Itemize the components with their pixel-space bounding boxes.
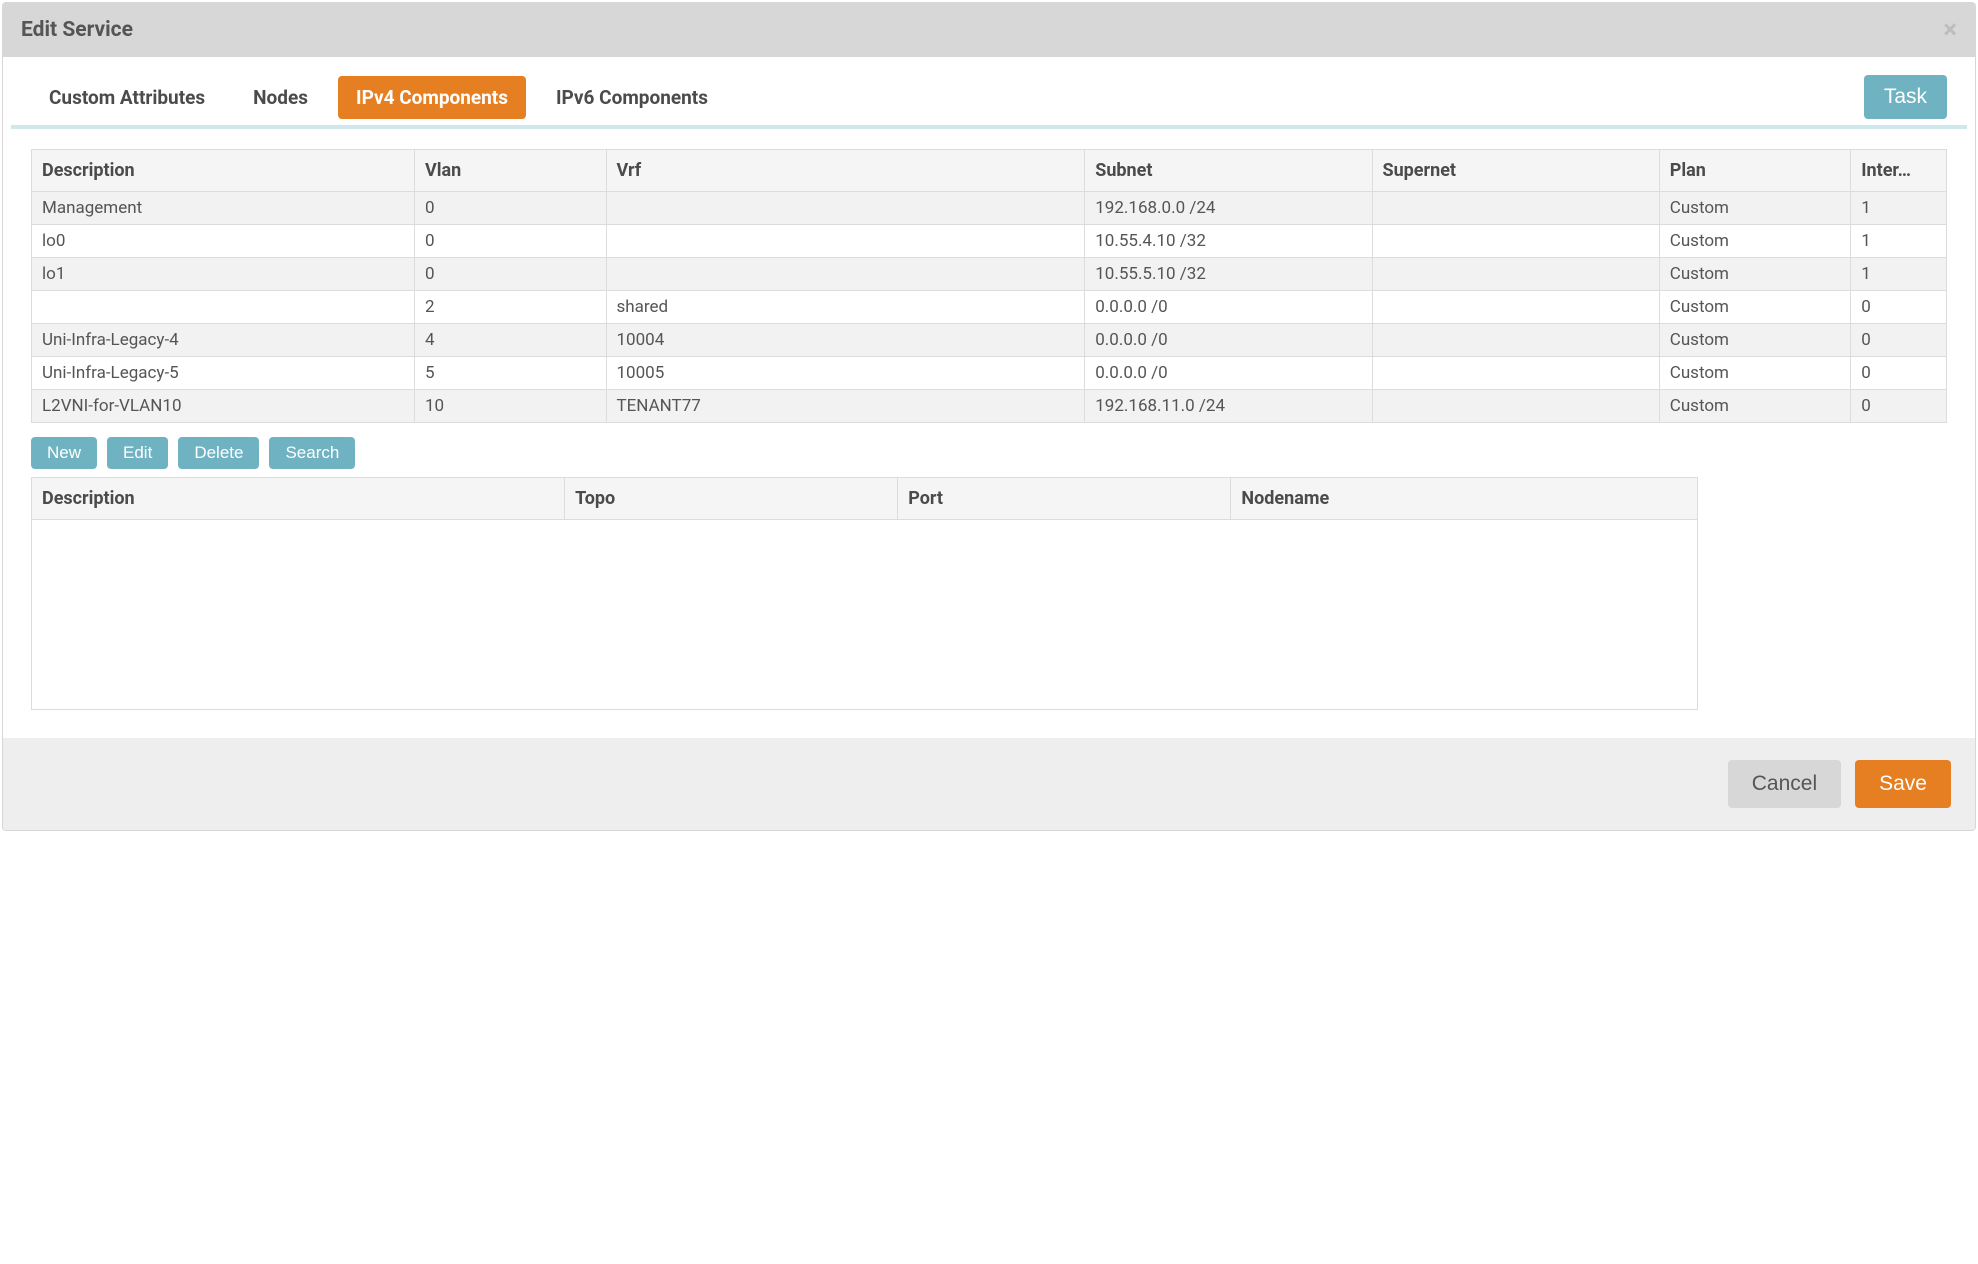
cell-vrf: shared (606, 291, 1085, 324)
task-button[interactable]: Task (1864, 75, 1947, 119)
content-area: Description Vlan Vrf Subnet Supernet Pla… (3, 129, 1975, 738)
cell-subnet: 192.168.11.0 /24 (1085, 390, 1372, 423)
cell-supernet (1372, 258, 1659, 291)
cell-subnet: 192.168.0.0 /24 (1085, 192, 1372, 225)
cell-plan: Custom (1659, 390, 1851, 423)
col-plan[interactable]: Plan (1659, 150, 1851, 192)
cell-plan: Custom (1659, 324, 1851, 357)
cell-vlan: 10 (415, 390, 607, 423)
cell-supernet (1372, 324, 1659, 357)
dcol-nodename[interactable]: Nodename (1231, 478, 1697, 520)
cell-supernet (1372, 357, 1659, 390)
cell-vlan: 0 (415, 258, 607, 291)
cell-supernet (1372, 291, 1659, 324)
cell-plan: Custom (1659, 192, 1851, 225)
tab-ipv4-components[interactable]: IPv4 Components (338, 76, 526, 119)
table-row[interactable]: Uni-Infra-Legacy-55100050.0.0.0 /0 Custom… (32, 357, 1947, 390)
cell-inter: 1 (1851, 225, 1947, 258)
cell-vlan: 4 (415, 324, 607, 357)
new-button[interactable]: New (31, 437, 97, 469)
row-actions: New Edit Delete Search (31, 437, 1947, 469)
cell-vrf: 10005 (606, 357, 1085, 390)
cell-description: Uni-Infra-Legacy-4 (32, 324, 415, 357)
cell-inter: 0 (1851, 291, 1947, 324)
components-table: Description Vlan Vrf Subnet Supernet Pla… (31, 149, 1947, 423)
table-row[interactable]: lo10 10.55.5.10 /32 Custom1 (32, 258, 1947, 291)
cell-subnet: 0.0.0.0 /0 (1085, 324, 1372, 357)
cell-vrf: TENANT77 (606, 390, 1085, 423)
edit-button[interactable]: Edit (107, 437, 168, 469)
edit-service-modal: Edit Service × Custom Attributes Nodes I… (2, 2, 1976, 831)
cell-vrf (606, 258, 1085, 291)
cell-description: lo1 (32, 258, 415, 291)
col-vlan[interactable]: Vlan (415, 150, 607, 192)
table-row[interactable]: lo00 10.55.4.10 /32 Custom1 (32, 225, 1947, 258)
cell-vlan: 5 (415, 357, 607, 390)
cell-supernet (1372, 192, 1659, 225)
detail-header-row: Description Topo Port Nodename (32, 478, 1698, 520)
cell-supernet (1372, 390, 1659, 423)
modal-footer: Cancel Save (3, 738, 1975, 830)
tabs: Custom Attributes Nodes IPv4 Components … (31, 76, 726, 119)
dcol-description[interactable]: Description (32, 478, 565, 520)
cell-description: lo0 (32, 225, 415, 258)
tab-ipv6-components[interactable]: IPv6 Components (538, 76, 726, 119)
cell-subnet: 10.55.4.10 /32 (1085, 225, 1372, 258)
delete-button[interactable]: Delete (178, 437, 259, 469)
cell-vrf: 10004 (606, 324, 1085, 357)
cell-inter: 1 (1851, 258, 1947, 291)
modal-body: Custom Attributes Nodes IPv4 Components … (3, 57, 1975, 738)
close-icon[interactable]: × (1943, 17, 1957, 43)
tabs-row: Custom Attributes Nodes IPv4 Components … (3, 57, 1975, 125)
tab-custom-attributes[interactable]: Custom Attributes (31, 76, 223, 119)
cell-description: L2VNI-for-VLAN10 (32, 390, 415, 423)
cell-vlan: 0 (415, 192, 607, 225)
table-row[interactable]: Management0 192.168.0.0 /24 Custom1 (32, 192, 1947, 225)
table-row[interactable]: Uni-Infra-Legacy-44100040.0.0.0 /0 Custom… (32, 324, 1947, 357)
cell-vlan: 0 (415, 225, 607, 258)
dcol-topo[interactable]: Topo (565, 478, 898, 520)
cancel-button[interactable]: Cancel (1728, 760, 1841, 808)
cell-supernet (1372, 225, 1659, 258)
tab-nodes[interactable]: Nodes (235, 76, 326, 119)
cell-plan: Custom (1659, 225, 1851, 258)
cell-plan: Custom (1659, 291, 1851, 324)
cell-plan: Custom (1659, 357, 1851, 390)
save-button[interactable]: Save (1855, 760, 1951, 808)
search-button[interactable]: Search (269, 437, 355, 469)
col-supernet[interactable]: Supernet (1372, 150, 1659, 192)
cell-subnet: 10.55.5.10 /32 (1085, 258, 1372, 291)
table-row[interactable]: L2VNI-for-VLAN1010TENANT77192.168.11.0 /… (32, 390, 1947, 423)
cell-inter: 1 (1851, 192, 1947, 225)
modal-title: Edit Service (21, 18, 133, 42)
cell-description: Management (32, 192, 415, 225)
col-inter[interactable]: Inter… (1851, 150, 1947, 192)
col-description[interactable]: Description (32, 150, 415, 192)
cell-description (32, 291, 415, 324)
cell-inter: 0 (1851, 324, 1947, 357)
table-row[interactable]: 2shared0.0.0.0 /0 Custom0 (32, 291, 1947, 324)
modal-header: Edit Service × (3, 3, 1975, 57)
dcol-port[interactable]: Port (898, 478, 1231, 520)
cell-inter: 0 (1851, 390, 1947, 423)
col-vrf[interactable]: Vrf (606, 150, 1085, 192)
cell-plan: Custom (1659, 258, 1851, 291)
cell-description: Uni-Infra-Legacy-5 (32, 357, 415, 390)
detail-table: Description Topo Port Nodename (31, 477, 1698, 520)
cell-vrf (606, 192, 1085, 225)
col-subnet[interactable]: Subnet (1085, 150, 1372, 192)
detail-table-body (31, 520, 1698, 710)
table-header-row: Description Vlan Vrf Subnet Supernet Pla… (32, 150, 1947, 192)
cell-vlan: 2 (415, 291, 607, 324)
cell-vrf (606, 225, 1085, 258)
cell-inter: 0 (1851, 357, 1947, 390)
cell-subnet: 0.0.0.0 /0 (1085, 357, 1372, 390)
cell-subnet: 0.0.0.0 /0 (1085, 291, 1372, 324)
